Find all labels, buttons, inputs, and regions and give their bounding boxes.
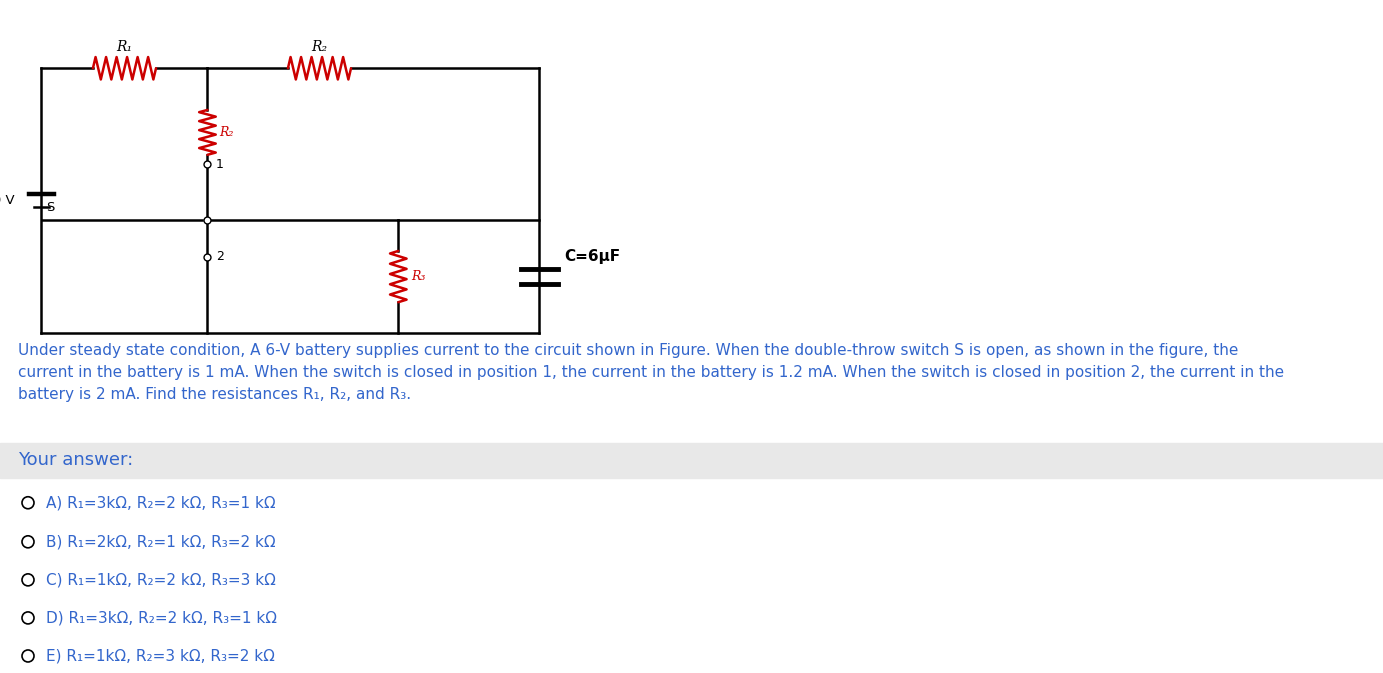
Text: R₁: R₁ — [116, 40, 133, 54]
Text: A) R₁=3kΩ, R₂=2 kΩ, R₃=1 kΩ: A) R₁=3kΩ, R₂=2 kΩ, R₃=1 kΩ — [46, 495, 275, 510]
Bar — [0, 443, 1383, 478]
Text: R₂: R₂ — [311, 40, 328, 54]
Text: B) R₁=2kΩ, R₂=1 kΩ, R₃=2 kΩ: B) R₁=2kΩ, R₂=1 kΩ, R₃=2 kΩ — [46, 534, 275, 549]
Text: E) R₁=1kΩ, R₂=3 kΩ, R₃=2 kΩ: E) R₁=1kΩ, R₂=3 kΩ, R₃=2 kΩ — [46, 649, 275, 664]
Text: Your answer:: Your answer: — [18, 451, 133, 469]
Text: 6.00 V: 6.00 V — [0, 194, 15, 207]
Text: 2: 2 — [216, 250, 224, 263]
Text: 1: 1 — [216, 158, 224, 171]
Text: Under steady state condition, A 6-V battery supplies current to the circuit show: Under steady state condition, A 6-V batt… — [18, 343, 1238, 357]
Text: current in the battery is 1 mA. When the switch is closed in position 1, the cur: current in the battery is 1 mA. When the… — [18, 365, 1285, 380]
Text: C) R₁=1kΩ, R₂=2 kΩ, R₃=3 kΩ: C) R₁=1kΩ, R₂=2 kΩ, R₃=3 kΩ — [46, 572, 275, 588]
Text: R₃: R₃ — [411, 270, 425, 283]
Text: R₂: R₂ — [219, 126, 234, 139]
Text: D) R₁=3kΩ, R₂=2 kΩ, R₃=1 kΩ: D) R₁=3kΩ, R₂=2 kΩ, R₃=1 kΩ — [46, 610, 277, 625]
Text: battery is 2 mA. Find the resistances R₁, R₂, and R₃.: battery is 2 mA. Find the resistances R₁… — [18, 386, 411, 402]
Text: C=6μF: C=6μF — [564, 249, 621, 264]
Text: S: S — [46, 201, 54, 214]
